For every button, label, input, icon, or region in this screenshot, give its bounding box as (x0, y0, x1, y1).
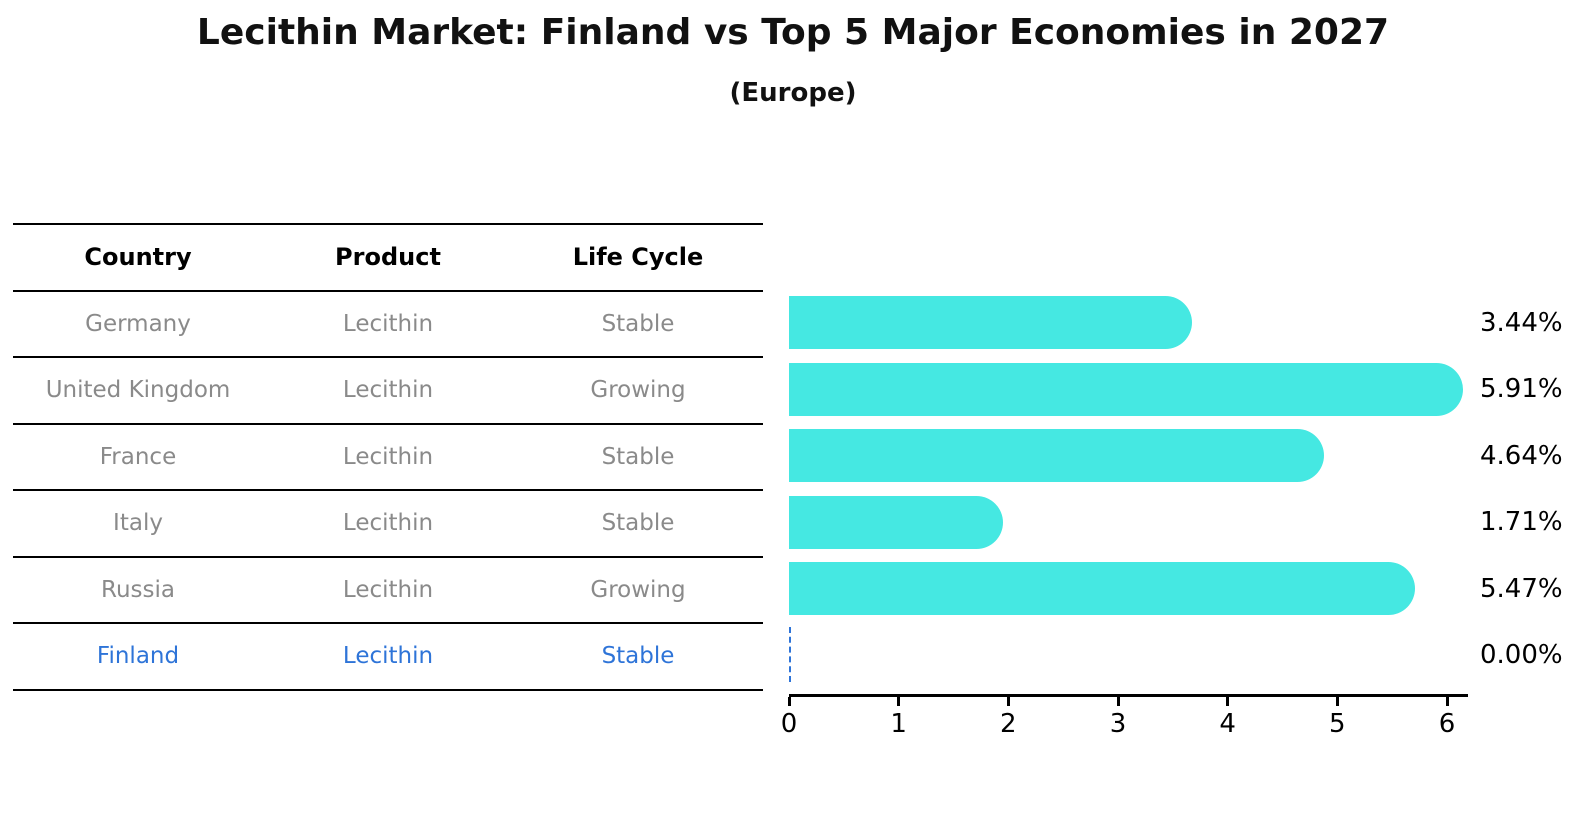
value-label-russia: 5.47% (1480, 573, 1563, 604)
column-header-product: Product (335, 243, 441, 272)
value-label-italy: 1.71% (1480, 507, 1563, 538)
bar-russia (789, 562, 1415, 615)
table-row-russia: Russia Lecithin Growing (13, 558, 763, 624)
cell-product-united-kingdom: Lecithin (342, 377, 434, 404)
x-tick-label-6: 6 (1438, 709, 1456, 739)
cell-life-cycle-russia: Growing (590, 576, 686, 603)
cell-country-united-kingdom: United Kingdom (45, 377, 231, 404)
x-tick-1 (897, 697, 901, 706)
cell-product-italy: Lecithin (342, 510, 434, 537)
x-axis-line (789, 694, 1468, 697)
table-row-united-kingdom: United Kingdom Lecithin Growing (13, 358, 763, 425)
cell-product-france: Lecithin (342, 443, 434, 470)
table-row-germany: Germany Lecithin Stable (13, 292, 763, 358)
column-header-country: Country (84, 243, 192, 272)
bar-united-kingdom (789, 362, 1464, 416)
table-header-row: Country Product Life Cycle (13, 225, 763, 292)
cell-life-cycle-united-kingdom: Growing (590, 377, 686, 404)
x-tick-label-4: 4 (1219, 709, 1236, 739)
cell-country-italy: Italy (113, 510, 163, 537)
x-tick-label-3: 3 (1109, 709, 1127, 739)
cell-country-russia: Russia (101, 576, 175, 603)
bar-france (789, 429, 1324, 482)
column-header-life-cycle: Life Cycle (572, 243, 704, 272)
value-label-united-kingdom: 5.91% (1480, 374, 1563, 405)
summary-table: Country Product Life Cycle Germany Lecithin S… (13, 223, 763, 691)
chart-title: Lecithin Market: Finland vs Top 5 Major … (196, 12, 1390, 53)
bar-italy (789, 495, 1003, 549)
x-tick-2 (1006, 697, 1010, 706)
cell-life-cycle-finland: Stable (601, 643, 675, 670)
x-tick-label-0: 0 (780, 709, 798, 739)
x-tick-6 (1445, 697, 1449, 706)
cell-product-germany: Lecithin (342, 310, 434, 337)
table-row-finland: Finland Lecithin Stable (13, 624, 763, 691)
cell-life-cycle-italy: Stable (601, 510, 675, 537)
cell-product-finland: Lecithin (342, 643, 434, 670)
zero-value-marker-finland (789, 627, 791, 682)
x-tick-0 (787, 697, 791, 706)
cell-country-germany: Germany (85, 310, 191, 337)
bar-germany (789, 296, 1193, 349)
chart-subtitle: (Europe) (729, 78, 857, 108)
value-label-france: 4.64% (1480, 440, 1563, 471)
table-row-france: France Lecithin Stable (13, 425, 763, 491)
value-label-finland: 0.00% (1480, 640, 1563, 671)
cell-product-russia: Lecithin (342, 576, 434, 603)
x-tick-5 (1335, 697, 1339, 706)
x-tick-3 (1116, 697, 1120, 706)
cell-life-cycle-france: Stable (601, 443, 675, 470)
x-tick-label-1: 1 (890, 709, 907, 739)
cell-country-france: France (99, 443, 177, 470)
value-label-germany: 3.44% (1480, 307, 1563, 338)
x-tick-label-2: 2 (1000, 709, 1017, 739)
x-tick-4 (1226, 697, 1230, 706)
table-row-italy: Italy Lecithin Stable (13, 491, 763, 558)
x-tick-label-5: 5 (1329, 709, 1346, 739)
cell-life-cycle-germany: Stable (601, 310, 675, 337)
cell-country-finland: Finland (96, 643, 180, 670)
